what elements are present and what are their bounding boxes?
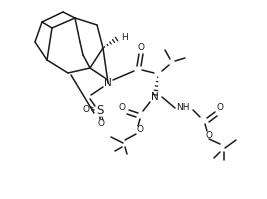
Text: H: H	[121, 32, 128, 42]
Text: O: O	[83, 105, 89, 114]
Text: O: O	[119, 103, 125, 112]
Text: N: N	[104, 78, 112, 88]
Text: O: O	[206, 131, 213, 139]
Text: O: O	[136, 126, 143, 135]
Text: S: S	[96, 103, 104, 116]
Text: O: O	[217, 103, 223, 112]
Text: O: O	[138, 44, 144, 53]
Text: NH: NH	[176, 103, 190, 112]
Text: O: O	[97, 118, 104, 128]
Text: N: N	[151, 92, 159, 102]
